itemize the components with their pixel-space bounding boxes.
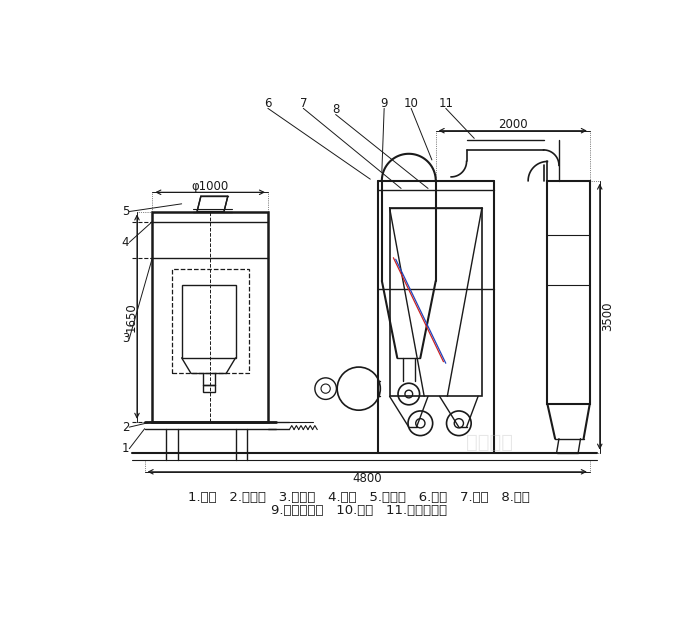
- Text: 5: 5: [122, 205, 129, 218]
- Bar: [172, 269, 248, 373]
- Text: 4800: 4800: [352, 472, 382, 485]
- Text: 9: 9: [380, 97, 388, 110]
- Text: 3: 3: [122, 332, 129, 345]
- Text: 6: 6: [264, 97, 272, 110]
- Text: φ1000: φ1000: [192, 179, 229, 192]
- Text: 2000: 2000: [498, 118, 528, 131]
- Text: 10: 10: [404, 97, 419, 110]
- Text: 2: 2: [122, 421, 130, 434]
- Text: 4: 4: [122, 236, 130, 249]
- Bar: [182, 285, 235, 358]
- Text: 7: 7: [300, 97, 307, 110]
- Text: 三汪机械: 三汪机械: [466, 433, 513, 452]
- Bar: [153, 211, 268, 422]
- Text: 1650: 1650: [125, 302, 137, 332]
- Text: 11: 11: [438, 97, 454, 110]
- Bar: [547, 181, 590, 404]
- Text: 1: 1: [122, 442, 130, 455]
- Text: 1.底座   2.回风道   3.激振器   4.筛网   5.进料斗   6.风机   7.绞龙   8.料仓: 1.底座 2.回风道 3.激振器 4.筛网 5.进料斗 6.风机 7.绞龙 8.…: [188, 492, 530, 505]
- Bar: [389, 208, 482, 396]
- Text: 9.旋风分离器   10.支架   11.布袋除尘器: 9.旋风分离器 10.支架 11.布袋除尘器: [271, 503, 447, 517]
- Text: 8: 8: [332, 103, 340, 117]
- Bar: [203, 385, 215, 393]
- Text: 3500: 3500: [601, 302, 614, 332]
